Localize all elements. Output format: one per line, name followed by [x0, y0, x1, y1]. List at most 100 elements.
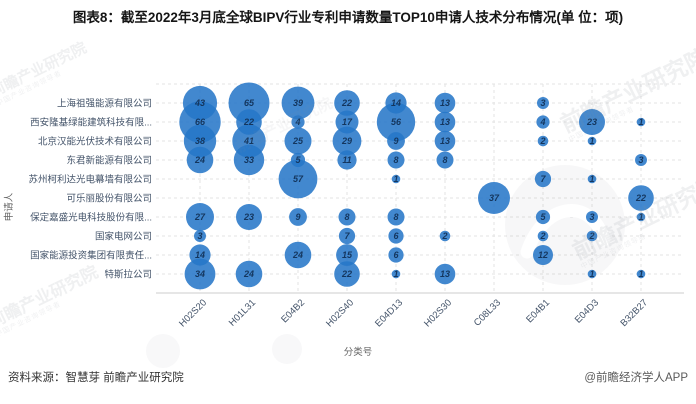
bubble	[338, 208, 356, 226]
bubble	[334, 90, 360, 116]
x-tick-label: H02S40	[324, 297, 356, 329]
bubble-value: 17	[342, 117, 353, 127]
bubble	[387, 208, 405, 226]
bubble	[186, 203, 214, 231]
bubble	[636, 269, 646, 279]
x-axis-title: 分类号	[344, 346, 373, 358]
bubble-value: 3	[540, 98, 545, 108]
bubble-value: 8	[442, 155, 447, 165]
bubble-value: 13	[440, 98, 450, 108]
x-tick-label: C08L33	[472, 297, 503, 328]
bubble-value: 14	[195, 250, 205, 260]
bubble	[337, 150, 357, 170]
watermark-logo-circle	[505, 165, 625, 285]
chart-title: 图表8：截至2022年3月底全球BIPV行业专利申请数量TOP10申请人技术分布…	[72, 10, 624, 25]
bubble	[635, 154, 647, 166]
bubble-value: 13	[440, 117, 450, 127]
bubble-value: 66	[195, 117, 206, 127]
watermark-logo-circle	[146, 334, 180, 368]
y-tick-label: 国家电网公司	[95, 231, 152, 243]
bubble-value: 1	[393, 174, 398, 184]
y-tick-label: 国家能源投资集团有限责任...	[30, 250, 152, 262]
bubble	[586, 211, 598, 223]
bubble	[586, 230, 598, 242]
y-tick-label: 特斯拉公司	[104, 269, 152, 281]
x-tick-label: H02S20	[177, 297, 209, 329]
bubble-value: 6	[393, 250, 399, 260]
bubble	[534, 170, 552, 188]
bubble-value: 41	[243, 136, 254, 146]
bubble-value: 22	[341, 98, 352, 108]
bubble	[336, 244, 358, 266]
bubble-value: 1	[638, 117, 643, 127]
bubble-value: 3	[197, 231, 202, 241]
bubble-value: 29	[341, 136, 352, 146]
bubble-value: 2	[539, 231, 545, 241]
bubble-value: 24	[243, 269, 254, 279]
watermark-logo-circle	[272, 334, 302, 364]
bubble-value: 13	[440, 136, 450, 146]
bubble	[182, 85, 218, 121]
bubble	[478, 182, 510, 214]
bubble-value: 1	[589, 174, 594, 184]
bubble-value: 39	[293, 98, 303, 108]
bubble	[434, 92, 456, 114]
bubble	[439, 230, 451, 242]
x-tick-label: E04B1	[524, 297, 552, 325]
bubble	[233, 144, 265, 176]
bubble-value: 4	[294, 117, 300, 127]
bubble	[535, 209, 551, 225]
bubble	[391, 269, 401, 279]
y-tick-label: 上海祖强能源有限公司	[57, 98, 152, 110]
bubble	[434, 263, 456, 285]
bubble-value: 24	[194, 155, 205, 165]
bubble	[376, 102, 416, 142]
bubble-value: 13	[440, 269, 450, 279]
bubble	[236, 204, 262, 230]
bubble	[391, 174, 401, 184]
bubble	[189, 244, 211, 266]
bubble	[184, 258, 216, 290]
bubble-value: 7	[344, 231, 350, 241]
bubble-value: 57	[293, 174, 304, 184]
bubble-value: 12	[538, 250, 548, 260]
bubble-value: 27	[194, 212, 206, 222]
bubble-value: 9	[393, 136, 398, 146]
bubble-value: 1	[638, 269, 643, 279]
bubble	[537, 230, 549, 242]
bubble	[338, 227, 356, 245]
x-tick-label: H02S30	[422, 297, 454, 329]
x-tick-label: E04D3	[573, 297, 601, 325]
bubble-value: 4	[539, 117, 545, 127]
bubble-value: 8	[393, 155, 398, 165]
bubble	[278, 159, 318, 199]
x-tick-label: H01L31	[227, 297, 258, 328]
bubble-value: 65	[244, 98, 255, 108]
bubble	[587, 174, 597, 184]
bubble	[194, 230, 206, 242]
bubble-value: 2	[539, 136, 545, 146]
y-tick-label: 东君新能源有限公司	[66, 155, 152, 167]
bubble-value: 38	[195, 136, 205, 146]
bubble	[284, 127, 312, 155]
bubble-value: 22	[243, 117, 254, 127]
bubble-value: 7	[540, 174, 546, 184]
bubble	[284, 241, 312, 269]
bubble-value: 8	[344, 212, 349, 222]
bubble	[183, 124, 217, 158]
x-tick-label: B32B27	[618, 297, 650, 329]
bubble-value: 11	[342, 155, 351, 165]
bubble	[228, 82, 270, 124]
bubble-value: 14	[391, 98, 401, 108]
bubble	[537, 135, 549, 147]
bubble-value: 34	[195, 269, 205, 279]
bubble-value: 3	[589, 212, 594, 222]
bubble-value: 56	[391, 117, 402, 127]
bubble	[281, 86, 315, 120]
bubble-value: 33	[244, 155, 254, 165]
bubble	[579, 109, 605, 135]
bubble-value: 1	[393, 269, 398, 279]
y-tick-label: 北京汉能光伏技术有限公司	[38, 136, 152, 148]
bubble	[636, 117, 646, 127]
bubble	[636, 212, 646, 222]
